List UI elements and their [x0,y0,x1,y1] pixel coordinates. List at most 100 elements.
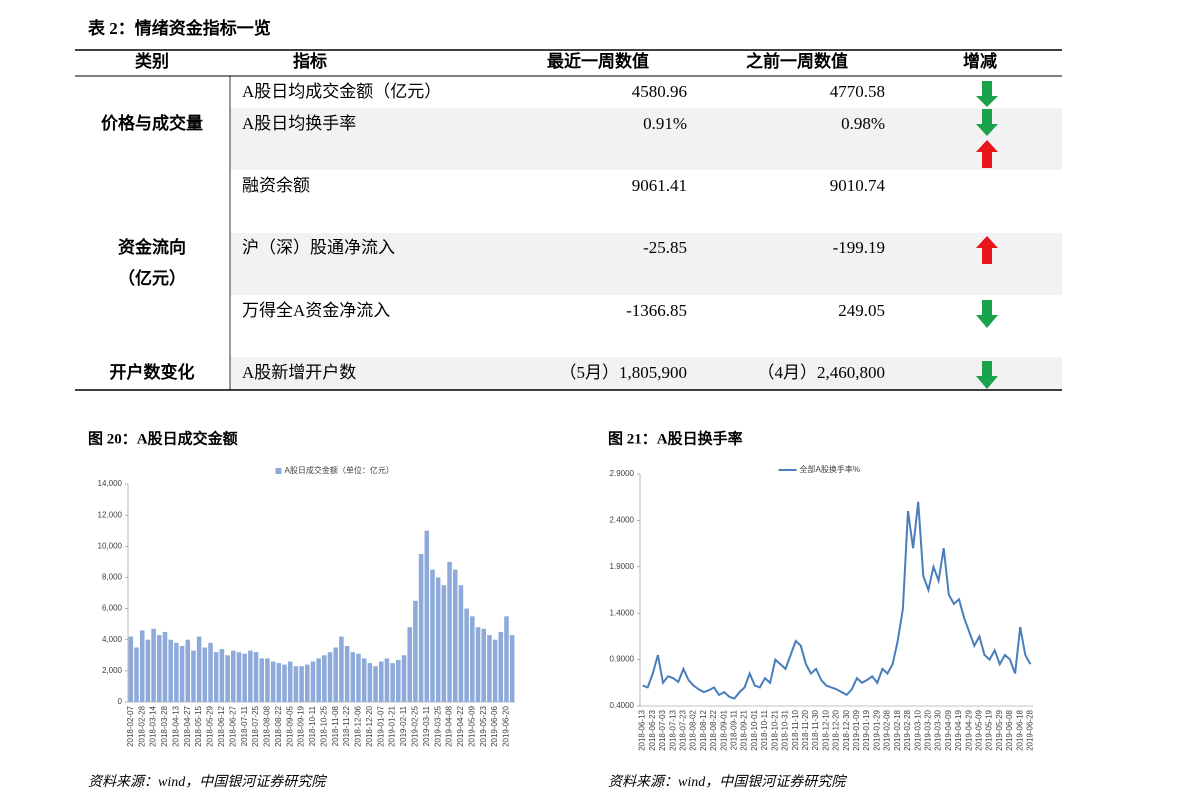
x-tick-label: 2018-10-01 [750,709,759,750]
y-tick-label: 0.9000 [610,655,635,664]
x-tick-label: 2018-11-30 [811,709,820,750]
row-band [230,108,1062,170]
x-tick-label: 2018-02-28 [137,705,146,746]
x-tick-label: 2018-08-02 [689,709,698,750]
y-tick-label: 2.9000 [610,469,635,478]
down-arrow [976,361,998,389]
legend-label: 全部A股换手率% [800,464,860,474]
table-cell: 9061.41 [632,176,687,195]
x-tick-label: 2019-03-30 [934,709,943,750]
header-cell: 之前一周数值 [746,51,848,71]
x-tick-label: 2019-01-07 [376,705,385,746]
x-tick-label: 2018-04-27 [183,705,192,746]
x-tick-label: 2018-12-20 [365,705,374,746]
group-label: 价格与成交量 [101,113,203,133]
bar [316,658,321,702]
bar [265,658,270,702]
bar [157,635,162,702]
table-cell: 4770.58 [830,82,885,101]
chart-source: 资料来源：wind，中国银河证券研究院 [88,774,327,790]
y-tick-label: 8,000 [102,573,123,582]
group-label: （亿元） [118,268,186,288]
up-arrow [976,236,998,264]
x-tick-label: 2018-07-13 [668,709,677,750]
bar [458,585,464,702]
x-tick-label: 2019-03-11 [422,705,431,746]
chart-source: 资料来源：wind，中国银河证券研究院 [608,774,847,790]
x-tick-label: 2018-08-12 [699,709,708,750]
bar [276,663,282,702]
y-tick-label: 10,000 [98,541,123,550]
y-tick-label: 2.4000 [610,516,635,525]
x-tick-label: 2019-04-22 [456,705,465,746]
x-tick-label: 2018-10-31 [781,709,790,750]
y-tick-label: 0.4000 [610,701,635,710]
bar [481,628,486,702]
bar [339,636,344,702]
x-tick-label: 2019-03-25 [433,705,442,746]
table-cell: （4月）2,460,800 [758,363,886,382]
x-tick-label: 2018-12-10 [821,709,830,750]
bar [231,650,236,702]
bar [253,652,259,702]
bar [310,661,316,702]
bar [384,658,390,702]
x-tick-label: 2019-02-11 [399,705,408,746]
bar [128,636,134,702]
x-tick-label: 2019-02-28 [903,709,912,750]
header-cell: 类别 [135,51,169,71]
bar [413,600,418,702]
x-tick-label: 2019-01-29 [872,709,881,750]
table-cell: A股新增开户数 [242,363,356,382]
table-title: 表 2：情绪资金指标一览 [88,18,271,38]
bar [322,655,327,702]
x-tick-label: 2018-06-12 [217,705,226,746]
y-tick-label: 14,000 [98,479,123,488]
x-tick-label: 2018-07-25 [251,705,260,746]
bar [151,628,156,702]
group-label: 开户数变化 [110,362,195,382]
x-tick-label: 2018-07-11 [240,705,249,746]
bar [464,608,469,702]
bar [293,666,299,702]
x-tick-label: 2019-06-06 [490,705,499,746]
bar [401,655,407,702]
x-tick-label: 2018-07-03 [658,709,667,750]
row-band [230,233,1062,295]
x-tick-label: 2018-10-25 [319,705,328,746]
x-tick-label: 2019-05-19 [985,709,994,750]
bar [430,569,435,702]
bar [219,649,225,702]
bar [248,650,253,702]
x-tick-label: 2018-10-11 [760,709,769,750]
x-tick-label: 2018-03-14 [149,705,158,746]
table-cell: -1366.85 [626,301,687,320]
x-tick-label: 2019-05-29 [995,709,1004,750]
header-cell: 指标 [293,51,327,71]
x-tick-label: 2018-06-27 [228,705,237,746]
bar [356,653,361,702]
bar [134,647,139,702]
x-tick-label: 2019-06-08 [1005,709,1014,750]
y-tick-label: 1.9000 [610,562,635,571]
bar [378,661,384,702]
bar [191,650,196,702]
table-cell: A股日均成交金额（亿元） [242,82,441,101]
bar [441,585,447,702]
x-tick-label: 2019-04-08 [445,705,454,746]
bar [196,636,202,702]
x-tick-label: 2019-02-25 [411,705,420,746]
bar [373,666,378,702]
bar [435,577,441,702]
bar [344,645,350,702]
bar [202,647,208,702]
bar [424,530,430,702]
bar [236,652,242,702]
table-cell: -25.85 [643,238,687,257]
x-tick-label: 2019-02-18 [893,709,902,750]
table-cell: -199.19 [833,238,885,257]
legend-label: A股日成交金额（单位：亿元） [285,465,394,475]
arrows [976,81,998,389]
table-cell: 万得全A资金净流入 [242,301,390,320]
x-tick-label: 2018-07-23 [678,709,687,750]
